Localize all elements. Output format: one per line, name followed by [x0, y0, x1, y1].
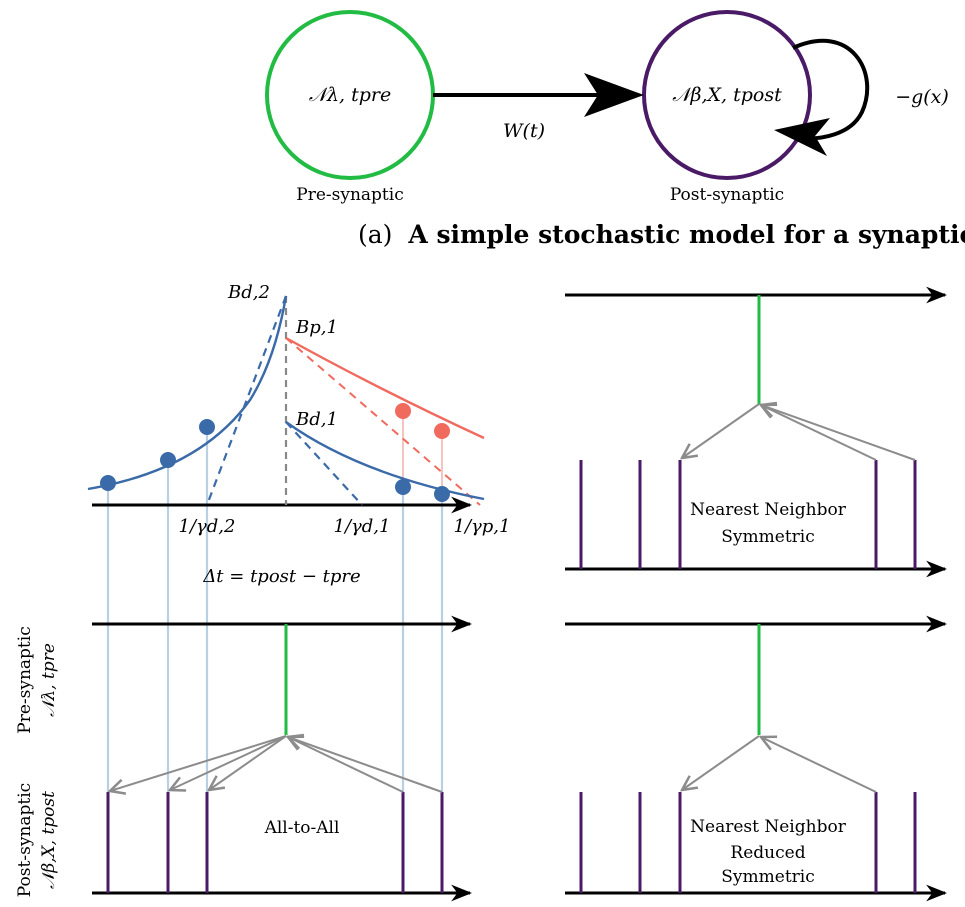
bd2-label: Bd,2 [227, 282, 270, 303]
pairing-arrow [209, 735, 287, 790]
feedback-loop [792, 39, 870, 141]
bd1-label: Bd,1 [295, 409, 338, 430]
potentiation-curve [285, 336, 485, 440]
potentiation-point [434, 423, 450, 439]
depression-tangent-long [205, 295, 288, 506]
pre-side-label-line2: 𝒩λ, tpre [39, 643, 59, 717]
synapse-arrowhead [584, 73, 644, 117]
depression-point [199, 419, 215, 435]
synapse-model: 𝒩λ, tpre 𝒩β,X, tpost W(t) −g(x) Pre-syna… [265, 10, 965, 249]
pre-side-label-line1: Pre-synaptic [15, 626, 35, 733]
post-spikes [579, 792, 917, 893]
caption-text: A simple stochastic model for a synaptic… [407, 220, 965, 249]
potentiation-tangent [285, 337, 481, 506]
pairing-arrow [682, 403, 760, 458]
depression-point [434, 486, 450, 502]
post-side-label-line1: Post-synaptic [15, 783, 35, 897]
pairing-arrow [288, 737, 404, 793]
pairing-arrow [288, 737, 443, 793]
post-spikes [106, 792, 444, 893]
depression-point [100, 475, 116, 491]
nn-reduced-label-line3: Symmetric [721, 867, 814, 887]
side-labels: Pre-synaptic 𝒩λ, tpre Post-synaptic 𝒩β,X… [15, 626, 59, 897]
depression-curve-short [285, 421, 485, 501]
pre-neuron-label: 𝒩λ, tpre [309, 84, 391, 106]
pairing-arrow [761, 405, 877, 461]
nn-reduced-label-line2: Reduced [730, 843, 805, 863]
pre-synaptic-caption: Pre-synaptic [296, 185, 403, 205]
bp1-label: Bp,1 [295, 317, 338, 338]
nn-symmetric-label-line2: Symmetric [721, 527, 814, 547]
post-spikes [579, 460, 917, 569]
depression-point [395, 479, 411, 495]
caption-prefix: (a) [358, 220, 392, 249]
inv-gamma-d1-label: 1/γd,1 [334, 516, 391, 537]
nn-symmetric-label-line1: Nearest Neighbor [690, 500, 847, 520]
weight-label: W(t) [503, 120, 545, 142]
pairing-arrows [682, 735, 877, 793]
potentiation-point [395, 403, 411, 419]
post-side-label-line2: 𝒩β,X, tpost [39, 791, 59, 889]
pairing-arrows [682, 403, 916, 461]
potentiation-guides [402, 411, 443, 494]
post-synaptic-caption: Post-synaptic [670, 185, 784, 205]
inv-gamma-d2-label: 1/γd,2 [179, 516, 236, 537]
nn-symmetric-panel: Nearest Neighbor Symmetric [565, 286, 948, 578]
depression-points [100, 419, 450, 502]
pairing-arrows [110, 735, 443, 793]
feedback-label: −g(x) [895, 86, 949, 108]
depression-curve-long [87, 295, 288, 491]
pairing-arrow [761, 737, 877, 793]
feedback-arrowhead [774, 118, 830, 156]
potentiation-points [395, 403, 450, 439]
nn-reduced-label-line1: Nearest Neighbor [690, 817, 847, 837]
depression-tangent-short [285, 421, 363, 506]
nn-reduced-panel: Nearest Neighbor Reduced Symmetric [565, 615, 948, 902]
pairing-arrow [170, 735, 287, 790]
pairing-arrow [110, 735, 287, 791]
figure-caption: (a) A simple stochastic model for a syna… [358, 220, 965, 249]
pairing-arrow [682, 735, 760, 790]
inv-gamma-p1-label: 1/γp,1 [454, 516, 511, 537]
depression-point [160, 452, 176, 468]
stdp-curve-plot: Bd,2 Bp,1 Bd,1 1/γd,2 1/γd,1 1/γp,1 Δt =… [87, 282, 511, 893]
delta-t-label: Δt = tpost − tpre [202, 566, 360, 587]
all-to-all-panel: All-to-All [92, 615, 473, 902]
pairing-arrow [761, 405, 916, 461]
post-neuron-label: 𝒩β,X, tpost [672, 84, 782, 106]
all-to-all-label: All-to-All [264, 818, 340, 838]
